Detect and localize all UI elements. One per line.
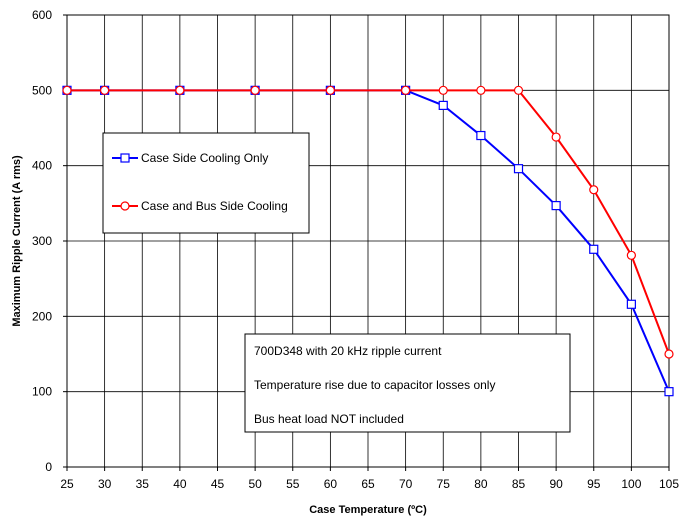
x-tick-label: 30 [98,477,112,491]
annotation: 700D348 with 20 kHz ripple current Tempe… [244,333,571,433]
x-tick-label: 60 [324,477,338,491]
y-tick-label: 100 [32,385,52,399]
data-point [664,349,674,359]
data-point [551,132,561,142]
data-point [551,200,561,211]
x-tick-label: 25 [60,477,74,491]
legend-box [102,132,310,234]
x-tick-label: 50 [248,477,262,491]
series-2 [62,85,674,359]
data-point [438,85,448,95]
annotation-line-3: Bus heat load NOT included [254,412,404,426]
data-point [589,244,599,254]
data-point [589,185,599,195]
y-tick-label: 600 [32,8,52,22]
x-tick-label: 90 [549,477,563,491]
series-layer [62,85,674,397]
data-point [476,85,486,95]
x-tick-label: 70 [399,477,413,491]
legend: Case Side Cooling Only Case and Bus Side… [102,132,310,234]
annotation-line-2: Temperature rise due to capacitor losses… [254,378,495,392]
data-point [62,85,72,95]
data-point [401,85,411,95]
data-point [626,250,636,260]
x-tick-label: 100 [621,477,641,491]
x-tick-label: 105 [659,477,679,491]
data-point [175,85,185,95]
x-tick-label: 80 [474,477,488,491]
x-tick-label: 65 [361,477,375,491]
y-tick-label: 300 [32,234,52,248]
annotation-box [244,333,571,433]
y-axis: 0 100 200 300 400 500 600 [32,8,67,474]
data-point [626,299,636,309]
y-tick-label: 500 [32,83,52,97]
legend-marker-case-bus [120,201,130,211]
data-point [664,387,674,397]
data-point [513,85,524,95]
legend-marker-case-side [120,153,130,163]
x-axis: 25 30 35 40 45 50 55 60 65 70 75 80 85 90 95 100 105 [60,467,679,491]
legend-label-case-bus: Case and Bus Side Cooling [141,199,288,213]
data-point [325,85,335,95]
x-tick-label: 55 [286,477,300,491]
annotation-line-1: 700D348 with 20 kHz ripple current [254,344,442,358]
data-point [438,100,448,111]
y-tick-label: 200 [32,309,52,323]
x-tick-label: 75 [437,477,451,491]
data-point [513,164,524,174]
x-tick-label: 40 [173,477,187,491]
x-tick-label: 35 [136,477,150,491]
x-tick-label: 45 [211,477,225,491]
y-tick-label: 400 [32,159,52,173]
legend-label-case-side: Case Side Cooling Only [141,151,268,165]
y-tick-label: 0 [45,460,52,474]
x-tick-label: 85 [512,477,526,491]
data-point [476,130,486,141]
x-axis-label: Case Temperature (ºC) [309,504,427,516]
data-point [100,85,110,95]
data-point [250,85,260,95]
y-axis-label: Maximum Ripple Current (A rms) [11,155,23,327]
x-tick-label: 95 [587,477,601,491]
